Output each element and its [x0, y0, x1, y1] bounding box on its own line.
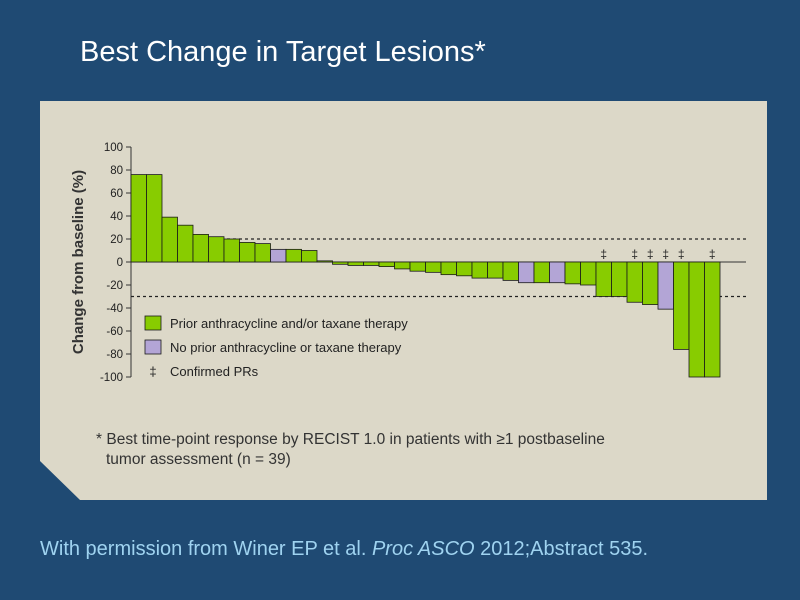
citation-suffix: 2012;Abstract 535. [474, 538, 649, 560]
citation-journal: Proc ASCO [371, 538, 475, 560]
y-tick-label: -40 [106, 303, 123, 315]
bar [332, 261, 349, 265]
legend-swatch [144, 339, 162, 355]
slide-title: Best Change in Target Lesions* [80, 36, 486, 68]
bar [580, 261, 597, 286]
confirmed-pr-marker: ‡ [647, 247, 654, 261]
y-tick-label: 60 [110, 188, 123, 200]
waterfall-chart: 100 80 60 40 20 0 -20 -40 -60 -80 -100 Change from … [70, 142, 746, 384]
bar [347, 261, 364, 266]
y-tick-label: -100 [100, 372, 123, 384]
bar [161, 216, 178, 263]
bar [673, 261, 690, 350]
citation: With permission from Winer EP et al. Pro… [40, 538, 648, 561]
footnote-marker: * [96, 431, 103, 448]
legend-label: No prior anthracycline or taxane therapy [170, 340, 402, 355]
legend-swatch [144, 315, 162, 331]
y-tick-label: 80 [110, 165, 123, 177]
confirmed-pr-marker: ‡ [678, 247, 685, 261]
y-tick-label: 100 [104, 142, 123, 154]
bar [533, 261, 550, 284]
y-tick-label: 20 [110, 234, 123, 246]
legend-label: Confirmed PRs [170, 364, 259, 379]
y-tick-label: -20 [106, 280, 123, 292]
bar [394, 261, 411, 270]
bar [518, 261, 535, 284]
confirmed-pr-marker: ‡ [709, 247, 716, 261]
bar [471, 261, 488, 279]
footnote-line1: Best time-point response by RECIST 1.0 i… [106, 431, 605, 448]
bar [456, 261, 473, 277]
citation-prefix: With permission from Winer EP et al. [40, 538, 372, 560]
confirmed-pr-marker: ‡ [600, 247, 607, 261]
bar [270, 248, 287, 263]
legend-label: Prior anthracycline and/or taxane therap… [170, 316, 408, 331]
bar [192, 233, 209, 263]
bar [440, 261, 457, 276]
footnote-line2: tumor assessment (n = 39) [106, 451, 291, 468]
bar [301, 250, 318, 263]
y-tick-label: -80 [106, 349, 123, 361]
bar [564, 261, 581, 285]
bar [130, 174, 147, 263]
bar [657, 261, 674, 310]
legend-marker-symbol: ‡ [149, 364, 156, 379]
bar [425, 261, 442, 273]
bar [254, 243, 271, 263]
bar [316, 260, 333, 263]
bar [223, 238, 240, 263]
confirmed-pr-marker: ‡ [631, 247, 638, 261]
y-tick-label: 0 [117, 257, 123, 269]
chart-panel: 100 80 60 40 20 0 -20 -40 -60 -80 -100 Change from … [40, 101, 767, 500]
bar [239, 242, 256, 263]
bar [487, 261, 504, 279]
bar [208, 236, 225, 263]
bar [626, 261, 643, 303]
bar [549, 261, 566, 284]
y-tick-label: 40 [110, 211, 123, 223]
bar [285, 248, 302, 263]
bar [595, 261, 612, 297]
bar [688, 261, 705, 378]
bar [378, 261, 395, 267]
footnote: * Best time-point response by RECIST 1.0… [96, 430, 716, 470]
confirmed-pr-marker: ‡ [662, 247, 669, 261]
bar [409, 261, 426, 272]
bar [502, 261, 519, 281]
bar [704, 261, 721, 378]
bar [146, 174, 163, 263]
bar [611, 261, 628, 297]
y-axis-title: Change from baseline (%) [70, 170, 87, 354]
y-tick-label: -60 [106, 326, 123, 338]
bar [642, 261, 659, 305]
bar [177, 224, 194, 263]
bar [363, 261, 380, 266]
